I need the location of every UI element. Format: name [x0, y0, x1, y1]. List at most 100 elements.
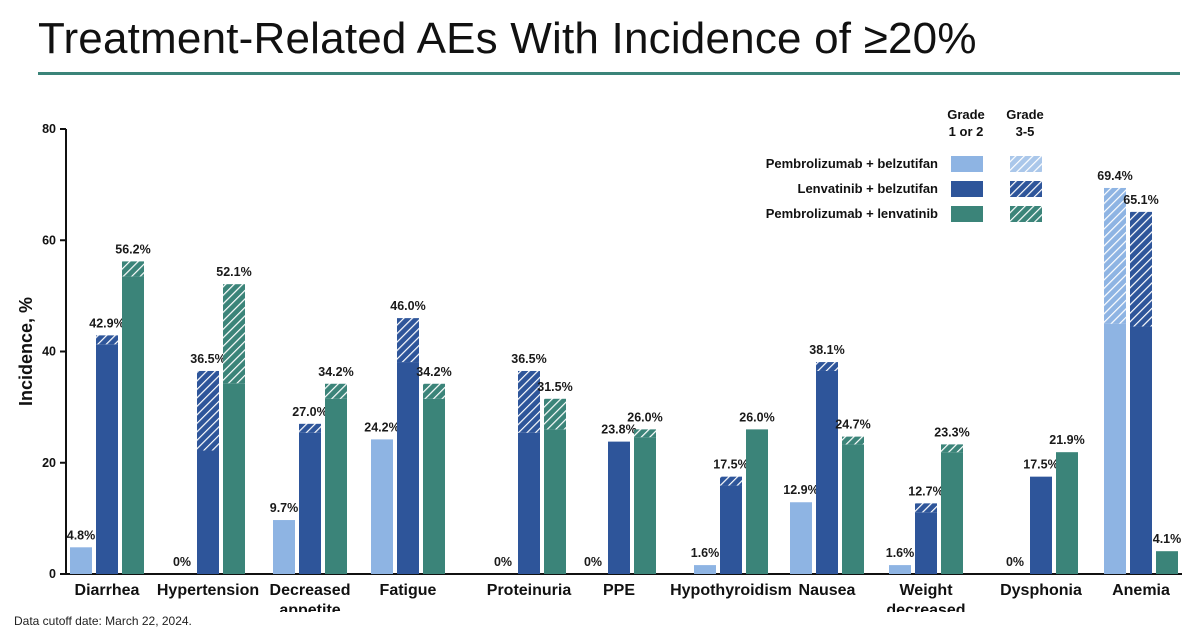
y-axis-label: Incidence, %: [16, 297, 36, 406]
legend-column-header: Grade 3-5: [1006, 107, 1044, 139]
bar-group-ppe: 0% 23.8%26.0% PPE: [584, 410, 663, 599]
footnote: Data cutoff date: March 22, 2024.: [14, 614, 192, 628]
bar-pembrolizumab-lenvatinib-dysphonia-grade-1-2: [1056, 452, 1078, 574]
bar-pembrolizumab-lenvatinib-ppe-grade-3-5: [634, 429, 656, 438]
bar-pembrolizumab-lenvatinib-fatigue-grade-3-5: [423, 383, 445, 399]
bar-group-anemia: 69.4% 65.1% 4.1% Anemia: [1097, 169, 1181, 599]
category-label: Nausea: [799, 582, 856, 599]
bar-lenvatinib-belzutifan-diarrhea-grade-3-5: [96, 335, 118, 345]
y-tick-label: 40: [42, 345, 56, 359]
legend-label: Pembrolizumab + lenvatinib: [766, 206, 938, 221]
data-label: 17.5%: [713, 458, 748, 472]
data-label: 34.2%: [318, 365, 353, 379]
legend-label: Lenvatinib + belzutifan: [798, 181, 939, 196]
data-label: 1.6%: [691, 546, 720, 560]
bar-pembrolizumab-lenvatinib-hypertension-grade-3-5: [223, 284, 245, 384]
legend-swatch-grade-3-5: [1010, 156, 1042, 172]
bar-lenvatinib-belzutifan-anemia-grade-3-5: [1130, 211, 1152, 327]
bar-group-diarrhea: 4.8% 42.9% 56.2% Diarrhea: [67, 242, 151, 599]
title-rule: [38, 72, 1180, 75]
data-label: 38.1%: [809, 343, 844, 357]
bar-lenvatinib-belzutifan-ppe-grade-1-2: [608, 441, 630, 574]
data-label: 31.5%: [537, 380, 572, 394]
data-label: 46.0%: [390, 299, 425, 313]
bar-lenvatinib-belzutifan-weight-decreased-grade-3-5: [915, 503, 937, 513]
data-label: 23.8%: [601, 423, 636, 437]
bar-pembrolizumab-lenvatinib-proteinuria-grade-3-5: [544, 398, 566, 430]
bar-pembrolizumab-belzutifan-anemia-grade-1-2: [1104, 323, 1126, 574]
category-label: Proteinuria: [487, 582, 572, 599]
bar-lenvatinib-belzutifan-proteinuria-grade-1-2: [518, 432, 540, 574]
data-label: 4.1%: [1153, 532, 1182, 546]
data-label: 9.7%: [270, 501, 299, 515]
legend-column-header: Grade 1 or 2: [947, 107, 985, 139]
data-label: 24.7%: [835, 418, 870, 432]
category-label: Hypertension: [157, 582, 259, 599]
legend-swatch-grade-1-2: [951, 181, 983, 197]
data-label: 52.1%: [216, 265, 251, 279]
bar-lenvatinib-belzutifan-hypertension-grade-3-5: [197, 370, 219, 451]
category-label: Diarrhea: [75, 582, 140, 599]
category-label: Decreased appetite: [270, 582, 351, 612]
category-label: Anemia: [1112, 582, 1170, 599]
legend-label: Pembrolizumab + belzutifan: [766, 156, 938, 171]
bar-pembrolizumab-lenvatinib-diarrhea-grade-3-5: [122, 261, 144, 277]
data-label: 34.2%: [416, 365, 451, 379]
data-label: 42.9%: [89, 316, 124, 330]
bar-lenvatinib-belzutifan-anemia-grade-1-2: [1130, 326, 1152, 574]
bar-lenvatinib-belzutifan-dysphonia-grade-1-2: [1030, 476, 1052, 574]
legend-swatch-grade-1-2: [951, 156, 983, 172]
bar-pembrolizumab-lenvatinib-nausea-grade-3-5: [842, 436, 864, 445]
incidence-bar-chart: 0 20 40 60 80 Incidence, % 4.8% 42.9% 56.2% Diar…: [16, 107, 1182, 612]
bar-pembrolizumab-belzutifan-anemia-grade-3-5: [1104, 187, 1126, 324]
data-label: 27.0%: [292, 405, 327, 419]
bar-lenvatinib-belzutifan-decreased-appetite-grade-1-2: [299, 432, 321, 574]
bar-lenvatinib-belzutifan-nausea-grade-1-2: [816, 370, 838, 574]
bar-lenvatinib-belzutifan-hypothyroidism-grade-1-2: [720, 485, 742, 574]
y-tick-label: 20: [42, 456, 56, 470]
bar-group-hypertension: 0% 36.5% 52.1% Hypertension: [157, 265, 259, 599]
bar-pembrolizumab-belzutifan-fatigue-grade-1-2: [371, 439, 393, 574]
data-label: 0%: [1006, 555, 1024, 569]
data-label: 0%: [494, 555, 512, 569]
bar-pembrolizumab-belzutifan-hypothyroidism-grade-1-2: [694, 565, 716, 574]
data-label: 0%: [173, 555, 191, 569]
data-label: 12.7%: [908, 484, 943, 498]
data-label: 26.0%: [627, 410, 662, 424]
bar-pembrolizumab-lenvatinib-weight-decreased-grade-3-5: [941, 444, 963, 453]
data-label: 36.5%: [511, 352, 546, 366]
data-label: 17.5%: [1023, 458, 1058, 472]
data-label: 0%: [584, 555, 602, 569]
bar-lenvatinib-belzutifan-nausea-grade-3-5: [816, 362, 838, 371]
bar-lenvatinib-belzutifan-fatigue-grade-1-2: [397, 362, 419, 574]
data-label: 21.9%: [1049, 433, 1084, 447]
y-tick-label: 80: [42, 122, 56, 136]
data-label: 1.6%: [886, 546, 915, 560]
legend-swatch-grade-1-2: [951, 206, 983, 222]
bar-group-decreased-appetite: 9.7% 27.0% 34.2% Decreased appetite: [270, 365, 354, 612]
legend-swatch-grade-3-5: [1010, 181, 1042, 197]
data-label: 69.4%: [1097, 169, 1132, 183]
category-label: Dysphonia: [1000, 582, 1082, 599]
bar-lenvatinib-belzutifan-proteinuria-grade-3-5: [518, 370, 540, 433]
bar-lenvatinib-belzutifan-diarrhea-grade-1-2: [96, 344, 118, 574]
data-label: 12.9%: [783, 483, 818, 497]
bar-pembrolizumab-lenvatinib-decreased-appetite-grade-3-5: [325, 383, 347, 399]
data-label: 65.1%: [1123, 193, 1158, 207]
bar-pembrolizumab-lenvatinib-nausea-grade-1-2: [842, 444, 864, 574]
bar-pembrolizumab-lenvatinib-hypertension-grade-1-2: [223, 383, 245, 574]
legend-swatch-grade-3-5: [1010, 206, 1042, 222]
bar-pembrolizumab-belzutifan-nausea-grade-1-2: [790, 502, 812, 574]
bar-pembrolizumab-belzutifan-diarrhea-grade-1-2: [70, 547, 92, 574]
bar-pembrolizumab-lenvatinib-hypothyroidism-grade-1-2: [746, 429, 768, 574]
category-label: Hypothyroidism: [670, 582, 792, 599]
bar-pembrolizumab-lenvatinib-decreased-appetite-grade-1-2: [325, 398, 347, 574]
bar-pembrolizumab-lenvatinib-anemia-grade-1-2: [1156, 551, 1178, 574]
data-label: 24.2%: [364, 420, 399, 434]
bar-lenvatinib-belzutifan-hypertension-grade-1-2: [197, 450, 219, 574]
category-label: Weight decreased: [886, 582, 965, 612]
bar-group-proteinuria: 0% 36.5% 31.5% Proteinuria: [487, 352, 573, 599]
bar-pembrolizumab-belzutifan-weight-decreased-grade-1-2: [889, 565, 911, 574]
y-tick-label: 0: [49, 567, 56, 581]
bar-pembrolizumab-lenvatinib-proteinuria-grade-1-2: [544, 429, 566, 574]
